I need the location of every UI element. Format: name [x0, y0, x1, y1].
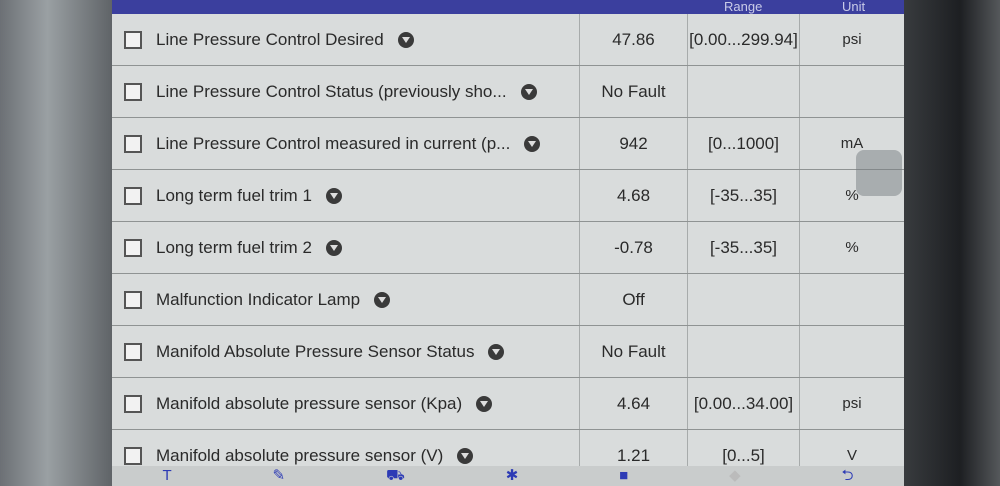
value-cell: 4.64: [580, 378, 688, 429]
range-cell: [688, 274, 800, 325]
table-row[interactable]: Manifold absolute pressure sensor (Kpa) …: [112, 378, 904, 430]
value-cell: -0.78: [580, 222, 688, 273]
range-cell: [0.00...34.00]: [688, 378, 800, 429]
unit-cell: psi: [842, 31, 862, 48]
range-cell: [688, 66, 800, 117]
name-cell: Line Pressure Control measured in curren…: [112, 118, 580, 169]
row-checkbox[interactable]: [124, 446, 142, 465]
dropdown-icon[interactable]: [520, 83, 537, 100]
parameter-name: Manifold Absolute Pressure Sensor Status: [156, 341, 475, 361]
row-checkbox[interactable]: [124, 394, 142, 413]
screen: Range Unit Line Pressure Control Desired…: [112, 0, 904, 486]
header-range: Range: [724, 0, 763, 14]
range-cell: [-35...35]: [688, 170, 800, 221]
dropdown-icon[interactable]: [325, 239, 342, 256]
parameter-name: Line Pressure Control Status (previously…: [156, 81, 507, 101]
table-row[interactable]: Manifold Absolute Pressure Sensor Status…: [112, 326, 904, 378]
value-cell: 47.86: [580, 14, 688, 65]
header-unit: Unit: [842, 0, 866, 14]
value-cell: No Fault: [580, 326, 688, 377]
unit-cell: [800, 274, 904, 325]
name-cell: Manifold Absolute Pressure Sensor Status: [112, 326, 580, 377]
name-cell: Manifold absolute pressure sensor (V): [112, 430, 580, 481]
basket-icon[interactable]: ⛟: [385, 467, 405, 484]
name-cell: Long term fuel trim 1: [112, 170, 580, 221]
value-cell: 942: [580, 118, 688, 169]
unit-cell: %: [845, 187, 859, 204]
dropdown-icon[interactable]: [325, 187, 342, 204]
dropdown-icon[interactable]: [397, 31, 414, 48]
table-row[interactable]: Line Pressure Control Desired 47.86 [0.0…: [112, 14, 904, 66]
parameter-name: Manifold absolute pressure sensor (V): [156, 445, 444, 465]
parameter-name: Line Pressure Control Desired: [156, 29, 384, 49]
table-row[interactable]: Long term fuel trim 2 -0.78 [-35...35] %: [112, 222, 904, 274]
unit-cell: %: [845, 239, 859, 256]
dropdown-icon[interactable]: [374, 291, 391, 308]
value-cell: 1.21: [580, 430, 688, 481]
parameter-name: Line Pressure Control measured in curren…: [156, 133, 511, 153]
table-header: Range Unit: [112, 0, 904, 14]
dropdown-icon[interactable]: [476, 395, 493, 412]
parameter-name: Manifold absolute pressure sensor (Kpa): [156, 393, 463, 413]
name-cell: Manifold absolute pressure sensor (Kpa): [112, 378, 580, 429]
text-icon[interactable]: T: [162, 467, 172, 484]
wrench-icon[interactable]: ✎: [272, 467, 286, 484]
table-row[interactable]: Line Pressure Control measured in curren…: [112, 118, 904, 170]
bottom-toolbar: T ✎ ⛟ ✱ ■ ◆ ⮌: [112, 466, 904, 486]
range-cell: [0...5]: [688, 430, 800, 481]
unit-cell: psi: [842, 395, 862, 412]
parameter-name: Long term fuel trim 1: [156, 185, 312, 205]
row-checkbox[interactable]: [124, 238, 142, 257]
parameter-name: Malfunction Indicator Lamp: [156, 289, 361, 309]
dropdown-icon[interactable]: [524, 135, 541, 152]
dropdown-icon[interactable]: [488, 343, 505, 360]
unit-cell: mA: [840, 135, 864, 152]
table-row[interactable]: Line Pressure Control Status (previously…: [112, 66, 904, 118]
unit-cell: [800, 326, 904, 377]
name-cell: Long term fuel trim 2: [112, 222, 580, 273]
device-bezel-left: [0, 0, 118, 486]
parameter-name: Long term fuel trim 2: [156, 237, 312, 257]
value-cell: 4.68: [580, 170, 688, 221]
engine-icon[interactable]: ✱: [505, 467, 519, 484]
table-row[interactable]: Malfunction Indicator Lamp Off: [112, 274, 904, 326]
range-cell: [-35...35]: [688, 222, 800, 273]
diamond-icon[interactable]: ◆: [729, 467, 741, 484]
row-checkbox[interactable]: [124, 30, 142, 49]
value-cell: Off: [580, 274, 688, 325]
row-checkbox[interactable]: [124, 342, 142, 361]
floating-button[interactable]: [856, 150, 902, 196]
range-cell: [0.00...299.94]: [688, 14, 800, 65]
table-row[interactable]: Long term fuel trim 1 4.68 [-35...35] %: [112, 170, 904, 222]
row-checkbox[interactable]: [124, 186, 142, 205]
device-bezel-right: [900, 0, 1000, 486]
row-checkbox[interactable]: [124, 290, 142, 309]
value-cell: No Fault: [580, 66, 688, 117]
row-checkbox[interactable]: [124, 134, 142, 153]
unit-cell: V: [846, 447, 857, 464]
back-arrow-icon[interactable]: ⮌: [841, 467, 854, 484]
range-cell: [0...1000]: [688, 118, 800, 169]
video-icon[interactable]: ■: [619, 467, 629, 484]
range-cell: [688, 326, 800, 377]
name-cell: Line Pressure Control Status (previously…: [112, 66, 580, 117]
name-cell: Malfunction Indicator Lamp: [112, 274, 580, 325]
name-cell: Line Pressure Control Desired: [112, 14, 580, 65]
unit-cell: [800, 66, 904, 117]
dropdown-icon[interactable]: [457, 447, 474, 464]
row-checkbox[interactable]: [124, 82, 142, 101]
